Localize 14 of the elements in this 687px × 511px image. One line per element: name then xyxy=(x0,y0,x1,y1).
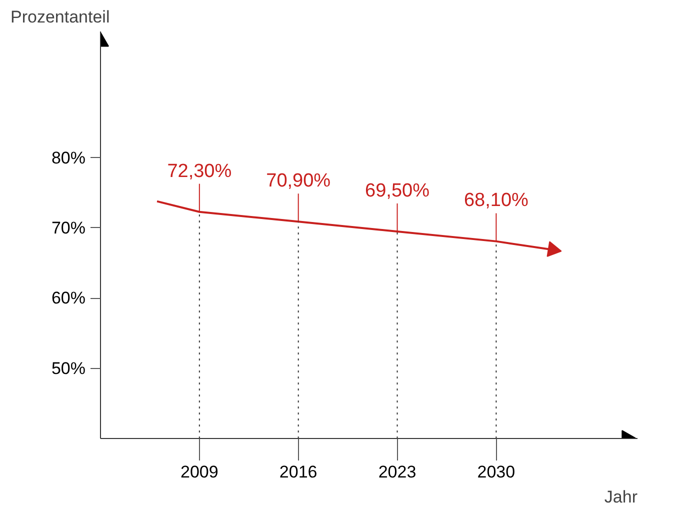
y-tick-label: 50% xyxy=(51,358,86,378)
y-tick-label: 60% xyxy=(51,288,86,308)
data-label: 69,50% xyxy=(365,180,430,202)
x-axis-title: Jahr xyxy=(604,488,638,506)
data-label: 72,30% xyxy=(167,160,232,182)
x-tick-label: 2023 xyxy=(378,462,416,482)
data-label: 70,90% xyxy=(266,170,331,192)
data-label: 68,10% xyxy=(464,190,529,212)
x-tick-label: 2009 xyxy=(180,462,218,482)
y-tick-label: 70% xyxy=(51,218,86,238)
x-tick-label: 2030 xyxy=(477,462,516,482)
y-tick-label: 80% xyxy=(51,148,86,168)
y-axis-title: Prozentanteil xyxy=(10,8,110,26)
x-tick-label: 2016 xyxy=(279,462,318,482)
